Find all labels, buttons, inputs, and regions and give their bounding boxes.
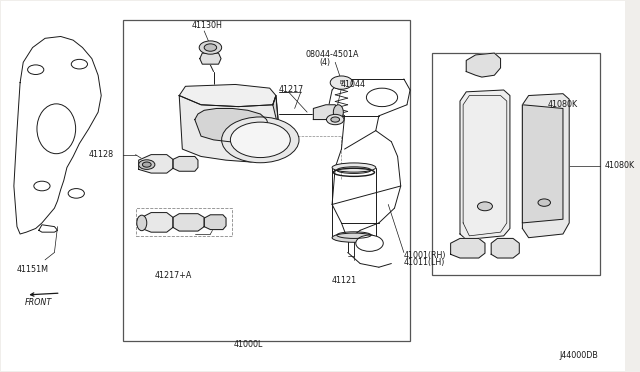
Ellipse shape [137, 215, 147, 231]
Text: (4): (4) [319, 58, 331, 67]
Text: B: B [340, 80, 343, 85]
Polygon shape [451, 238, 485, 258]
Polygon shape [139, 155, 173, 173]
Text: 41000L: 41000L [233, 340, 262, 349]
Circle shape [538, 199, 550, 206]
Polygon shape [200, 53, 221, 64]
Polygon shape [522, 94, 569, 238]
Text: J44000DB: J44000DB [560, 351, 598, 360]
Text: 41001(RH): 41001(RH) [404, 251, 446, 260]
Text: 41080K: 41080K [547, 100, 577, 109]
Circle shape [230, 122, 291, 158]
Circle shape [356, 235, 383, 251]
Text: 41121: 41121 [332, 276, 357, 285]
Text: 41217+A: 41217+A [154, 271, 191, 280]
Circle shape [330, 76, 353, 89]
Polygon shape [142, 212, 173, 232]
Circle shape [204, 44, 217, 51]
Bar [432, 53, 600, 275]
Text: 41130H: 41130H [192, 21, 223, 30]
Ellipse shape [332, 233, 376, 242]
Polygon shape [173, 214, 204, 231]
Polygon shape [179, 84, 276, 107]
Circle shape [199, 41, 221, 54]
Bar [123, 20, 410, 341]
Ellipse shape [333, 105, 343, 119]
Text: 41217: 41217 [279, 85, 304, 94]
Polygon shape [466, 53, 500, 77]
Circle shape [221, 117, 299, 163]
Polygon shape [273, 96, 279, 158]
Circle shape [139, 160, 155, 169]
Ellipse shape [332, 163, 376, 172]
Circle shape [326, 114, 344, 125]
Polygon shape [491, 238, 519, 258]
Polygon shape [314, 105, 339, 119]
Polygon shape [195, 109, 269, 142]
Circle shape [143, 162, 151, 167]
Polygon shape [522, 105, 563, 223]
Text: 41044: 41044 [340, 80, 365, 89]
Polygon shape [204, 215, 226, 230]
Text: 41080K: 41080K [604, 161, 634, 170]
Bar [136, 208, 232, 236]
Polygon shape [460, 90, 510, 240]
Text: FRONT: FRONT [25, 298, 52, 307]
Text: 08044-4501A: 08044-4501A [305, 50, 359, 59]
Circle shape [331, 117, 340, 122]
Text: 41011(LH): 41011(LH) [404, 258, 445, 267]
Text: 41128: 41128 [89, 150, 114, 159]
Circle shape [367, 88, 397, 107]
Polygon shape [179, 96, 279, 162]
Text: 41151M: 41151M [17, 264, 49, 273]
Polygon shape [173, 157, 198, 171]
Circle shape [477, 202, 492, 211]
